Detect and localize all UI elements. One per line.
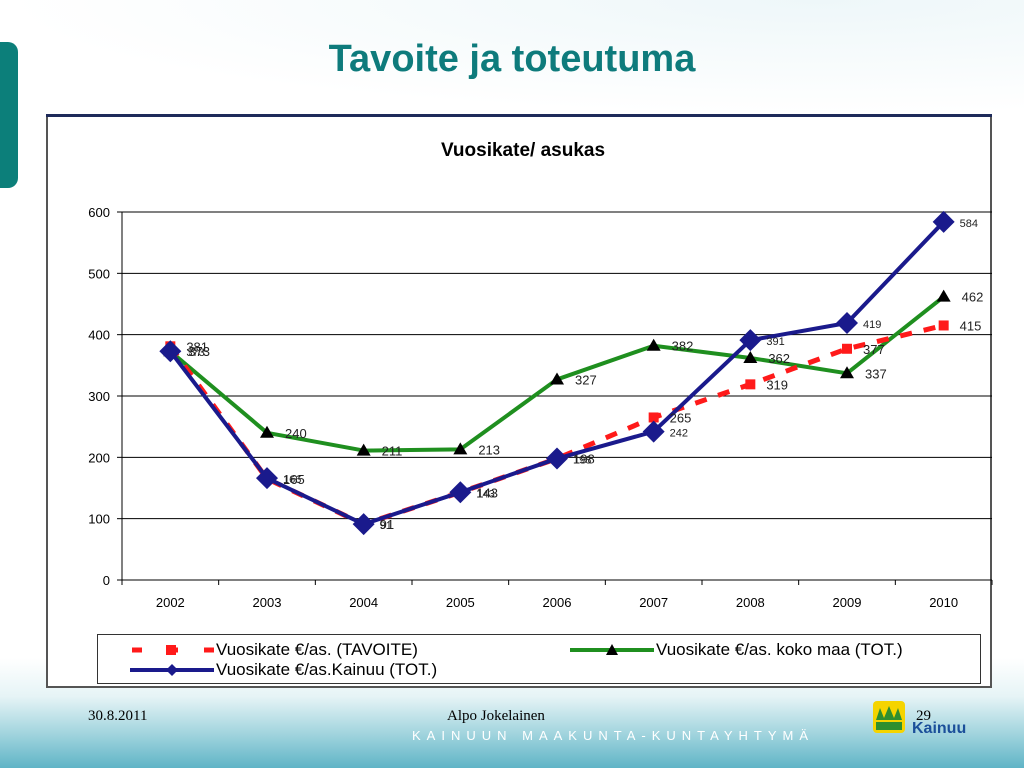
data-label: 198 xyxy=(573,452,595,467)
x-tick-label: 2005 xyxy=(446,595,475,610)
data-point-koko-maa xyxy=(743,350,758,363)
legend-item-kainuu: Vuosikate €/as.Kainuu (TOT.) xyxy=(130,660,437,680)
data-point-tavoite xyxy=(745,379,756,390)
data-point-kainuu xyxy=(256,467,278,490)
data-label: 240 xyxy=(285,426,307,441)
data-point-kainuu xyxy=(642,420,665,443)
chart-frame-top-border xyxy=(46,114,992,117)
data-label: 337 xyxy=(865,366,887,381)
x-tick-label: 2003 xyxy=(253,595,282,610)
x-tick-label: 2009 xyxy=(833,595,862,610)
footer-author: Alpo Jokelainen xyxy=(447,708,545,724)
data-point-kainuu xyxy=(352,513,375,536)
data-label: 373 xyxy=(186,347,204,359)
x-tick-label: 2010 xyxy=(929,595,958,610)
data-label: 143 xyxy=(476,485,498,500)
kainuu-logo-text: Kainuu xyxy=(912,720,967,737)
chart-gridlines xyxy=(122,211,992,520)
data-point-kainuu xyxy=(159,340,182,363)
chart-data-labels: 381 165 91 143 198 265 319 377 415 373 240 211 213 32… xyxy=(186,218,983,532)
legend-item-koko-maa: Vuosikate €/as. koko maa (TOT.) xyxy=(570,640,903,660)
data-label: 419 xyxy=(863,319,881,331)
x-tick-label: 2004 xyxy=(349,595,378,610)
data-point-koko-maa xyxy=(356,443,371,456)
x-tick-label: 2002 xyxy=(156,595,185,610)
data-point-kainuu xyxy=(932,210,955,233)
legend-label-koko-maa: Vuosikate €/as. koko maa (TOT.) xyxy=(656,640,903,659)
y-tick-label: 100 xyxy=(88,512,110,527)
data-point-koko-maa xyxy=(260,425,274,438)
chart-axes: 0 100 200 300 400 500 600 2002 2003 2004 2005 2006 2… xyxy=(88,205,993,610)
chart-frame xyxy=(46,114,992,688)
y-tick-label: 400 xyxy=(88,328,110,343)
y-tick-label: 200 xyxy=(88,450,110,465)
data-point-kainuu xyxy=(449,481,472,504)
data-label: 415 xyxy=(960,318,982,333)
data-point-koko-maa xyxy=(936,289,951,302)
left-accent-tab xyxy=(0,42,18,188)
data-label: 327 xyxy=(575,372,597,387)
data-point-kainuu xyxy=(739,329,762,352)
data-label: 391 xyxy=(766,336,784,348)
data-point-tavoite xyxy=(938,320,949,331)
data-point-koko-maa xyxy=(550,372,564,385)
chart-series xyxy=(159,210,955,536)
data-point-kainuu xyxy=(836,312,858,335)
footer-brand: KAINUUN MAAKUNTA-KUNTAYHTYMÄ xyxy=(412,728,815,743)
x-tick-label: 2006 xyxy=(543,595,572,610)
x-tick-label: 2007 xyxy=(639,595,668,610)
y-tick-label: 0 xyxy=(103,573,110,588)
legend-swatch-tavoite xyxy=(132,645,214,655)
data-label: 265 xyxy=(670,410,692,425)
legend-label-kainuu: Vuosikate €/as.Kainuu (TOT.) xyxy=(216,660,438,679)
data-label: 198 xyxy=(573,455,591,467)
legend-label-tavoite: Vuosikate €/as. (TAVOITE) xyxy=(216,640,418,659)
legend-swatch-koko-maa xyxy=(570,644,654,655)
data-point-kainuu xyxy=(546,447,568,470)
y-tick-label: 300 xyxy=(88,389,110,404)
data-label: 462 xyxy=(962,290,984,305)
y-tick-label: 600 xyxy=(88,205,110,220)
data-point-koko-maa xyxy=(646,338,661,351)
x-tick-label: 2008 xyxy=(736,595,765,610)
data-label: 319 xyxy=(766,377,788,392)
legend-item-tavoite: Vuosikate €/as. (TAVOITE) xyxy=(130,640,418,660)
data-label: 143 xyxy=(476,488,494,500)
y-tick-label: 500 xyxy=(88,266,110,281)
data-point-tavoite xyxy=(648,412,659,423)
data-label: 213 xyxy=(478,442,500,457)
data-label: 211 xyxy=(382,444,403,459)
data-label: 584 xyxy=(960,218,978,230)
data-label: 377 xyxy=(863,342,885,357)
data-label: 381 xyxy=(186,339,208,354)
footer-page-number: 29 xyxy=(916,708,931,724)
data-label: 91 xyxy=(380,520,392,532)
background-top xyxy=(0,0,1024,115)
data-label: 165 xyxy=(283,472,305,487)
data-point-tavoite xyxy=(842,343,852,354)
footer-date: 30.8.2011 xyxy=(88,708,148,724)
data-label: 242 xyxy=(670,428,688,440)
data-label: 382 xyxy=(672,339,694,354)
data-point-koko-maa xyxy=(453,442,468,455)
data-label: 373 xyxy=(188,344,210,359)
slide-title: Tavoite ja toteutuma xyxy=(328,38,696,80)
data-label: 362 xyxy=(768,351,790,366)
data-label: 91 xyxy=(380,517,394,532)
data-label: 166 xyxy=(283,474,301,486)
legend-swatch-kainuu xyxy=(130,664,214,676)
data-point-koko-maa xyxy=(840,366,854,379)
kainuu-logo-icon xyxy=(873,701,905,733)
chart-title: Vuosikate/ asukas xyxy=(441,140,605,161)
chart-legend: Vuosikate €/as. (TAVOITE) Vuosikate €/as… xyxy=(97,634,981,684)
